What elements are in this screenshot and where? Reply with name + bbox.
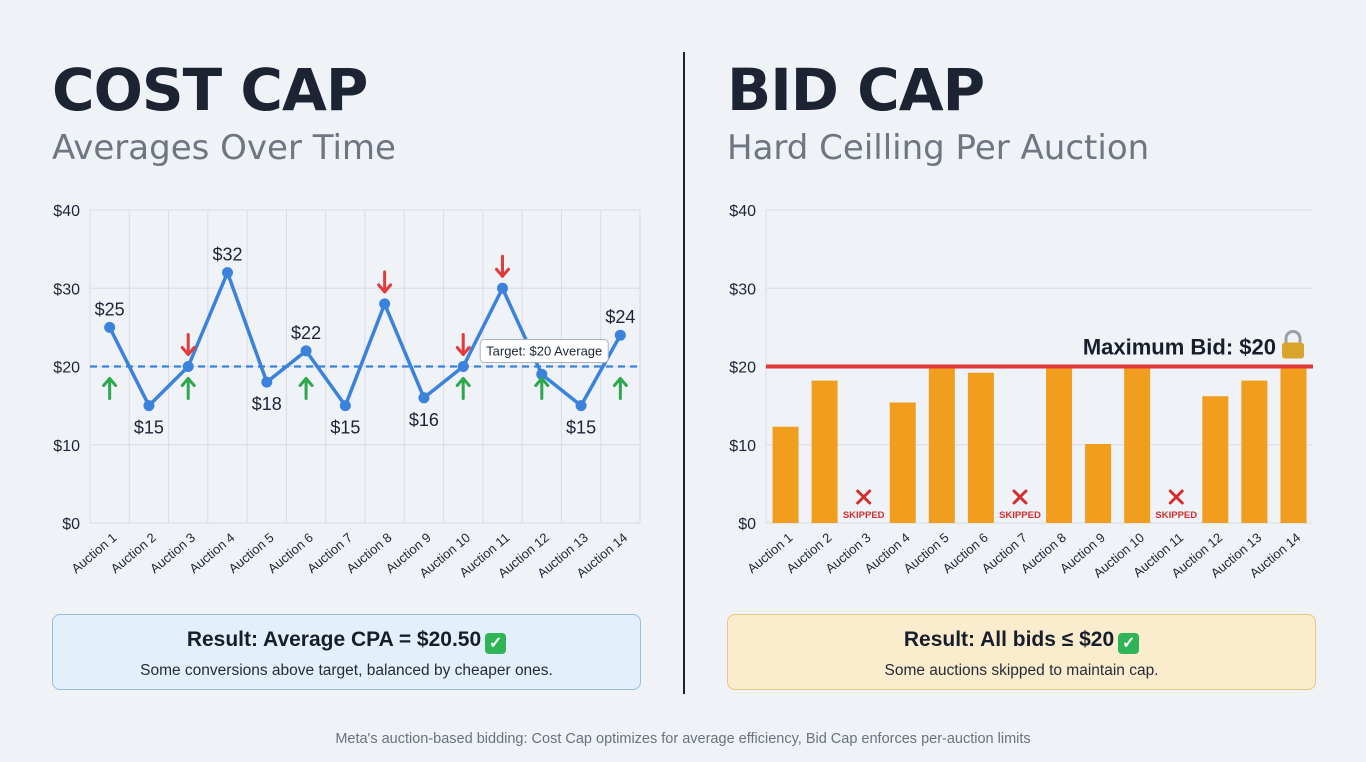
bid-bar <box>928 366 955 523</box>
y-tick-label: $10 <box>53 438 80 455</box>
data-point <box>614 329 626 341</box>
y-tick-label: $20 <box>729 360 756 377</box>
data-point <box>339 400 351 412</box>
footer-caption: Meta's auction-based bidding: Cost Cap o… <box>335 731 1031 747</box>
check-icon: ✓ <box>1118 633 1140 654</box>
data-point <box>497 282 508 294</box>
bid-cap-result-subtext: Some auctions skipped to maintain cap. <box>884 662 1159 679</box>
cost-cap-title: COST CAP <box>52 56 368 124</box>
data-point <box>379 298 391 310</box>
target-label: Target: $20 Average <box>486 344 602 359</box>
data-point <box>418 392 430 404</box>
bid-cap-result-title: Result: All bids ≤ $20 <box>903 628 1115 651</box>
bid-bar <box>1280 366 1307 523</box>
cost-cap-result-subtext: Some conversions above target, balanced … <box>140 662 553 679</box>
lock-icon <box>1282 330 1304 359</box>
close-icon <box>1012 489 1028 505</box>
y-tick-label: $0 <box>738 516 756 533</box>
point-value-label: $15 <box>566 418 596 438</box>
up-arrow-icon <box>612 377 628 400</box>
close-icon <box>1168 489 1184 505</box>
point-value-label: $25 <box>95 299 125 319</box>
bid-cap-title: BID CAP <box>727 56 985 124</box>
cost-cap-panel: COST CAP Averages Over Time $0 $10 $20 $30 $… <box>0 0 683 700</box>
check-icon: ✓ <box>485 633 507 654</box>
cost-cap-result-box: Result: Average CPA = $20.50 ✓ Some conve… <box>52 614 641 690</box>
up-arrow-icon <box>534 377 550 400</box>
bid-bar <box>1085 443 1112 523</box>
data-point <box>182 361 194 372</box>
data-point <box>222 267 233 279</box>
cost-cap-subtitle: Averages Over Time <box>52 128 396 168</box>
y-tick-label: $10 <box>729 438 756 455</box>
down-arrow-icon <box>180 333 196 356</box>
up-arrow-icon <box>180 377 196 400</box>
y-tick-label: $20 <box>53 360 80 377</box>
target-tag-box <box>479 339 609 363</box>
point-value-label: $15 <box>330 418 360 438</box>
point-value-label: $32 <box>212 245 242 265</box>
skipped-label: SKIPPED <box>843 510 885 521</box>
bid-bar <box>1046 366 1073 523</box>
skipped-label: SKIPPED <box>1155 510 1197 521</box>
bid-bar <box>889 402 916 523</box>
y-tick-label: $30 <box>53 281 80 298</box>
bid-cap-bar-chart: $0 $10 $20 $30 $40 SKIPPED SKIPPED SKIPPED Maxim… <box>729 203 1313 581</box>
up-arrow-icon <box>102 377 118 400</box>
data-point <box>143 400 155 412</box>
bid-bar <box>1202 396 1229 523</box>
bid-cap-result-box: Result: All bids ≤ $20 ✓ Some auctions sk… <box>727 614 1316 690</box>
point-value-label: $18 <box>252 394 282 414</box>
point-value-label: $16 <box>409 410 439 430</box>
data-point <box>300 345 312 357</box>
bid-bar <box>1124 366 1151 523</box>
bid-bar <box>1241 380 1268 523</box>
bid-bar <box>967 372 994 523</box>
y-tick-label: $40 <box>729 203 756 220</box>
panel-divider <box>683 52 685 694</box>
data-point <box>575 400 587 412</box>
data-point <box>536 368 548 380</box>
skipped-label: SKIPPED <box>999 510 1041 521</box>
bid-cap-subtitle: Hard Ceilling Per Auction <box>727 128 1150 168</box>
y-tick-label: $0 <box>62 516 80 533</box>
point-value-label: $22 <box>291 323 321 343</box>
max-bid-label: Maximum Bid: $20 <box>1083 335 1276 360</box>
down-arrow-icon <box>377 270 393 294</box>
up-arrow-icon <box>455 377 471 400</box>
data-point <box>457 361 469 372</box>
bid-bar <box>772 426 799 523</box>
bid-cap-panel: BID CAP Hard Ceilling Per Auction $0 $10 $… <box>683 0 1366 700</box>
down-arrow-icon <box>455 333 471 356</box>
y-tick-label: $30 <box>729 281 756 298</box>
point-value-label: $15 <box>134 418 164 438</box>
cost-cap-result-title: Result: Average CPA = $20.50 <box>186 628 482 651</box>
bid-bar <box>811 380 838 523</box>
down-arrow-icon <box>495 254 510 278</box>
close-icon <box>856 489 872 505</box>
point-value-label: $24 <box>605 307 635 327</box>
data-point <box>261 376 273 388</box>
data-point <box>104 321 116 333</box>
y-tick-label: $40 <box>53 203 80 220</box>
up-arrow-icon <box>298 377 314 400</box>
